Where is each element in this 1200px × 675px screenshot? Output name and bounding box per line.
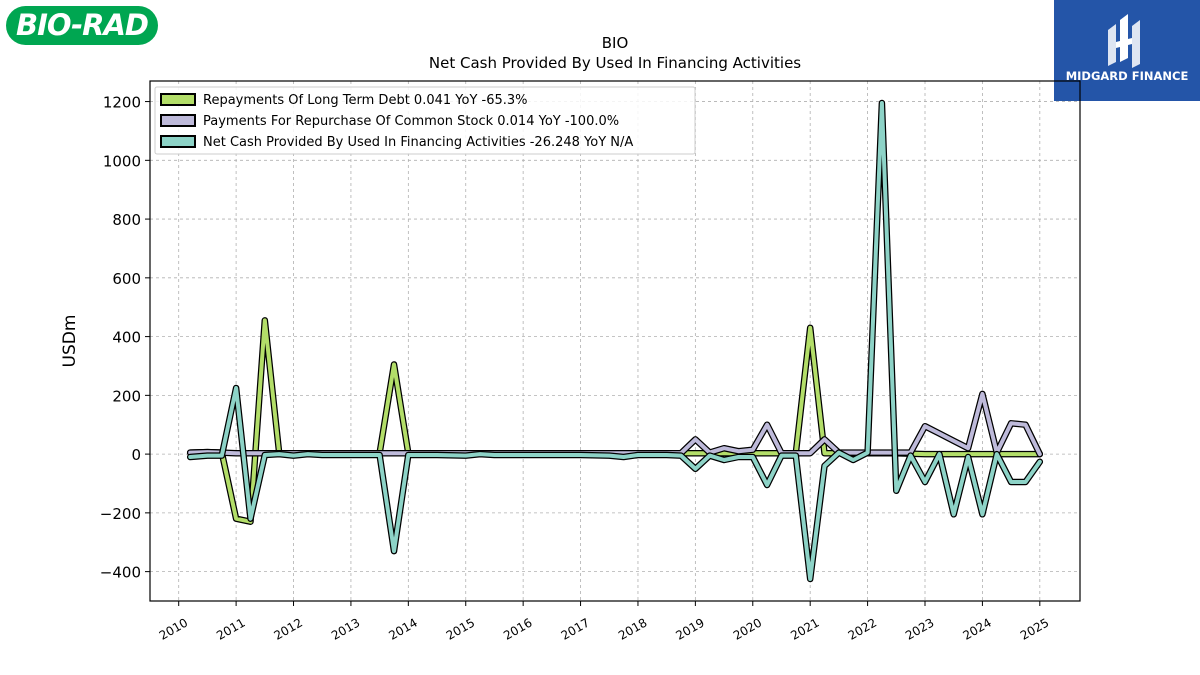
- series-line-outline: [186, 390, 1044, 458]
- midgard-finance-wordmark: MIDGARD FINANCE: [1065, 69, 1189, 83]
- y-tick-label: 0: [131, 446, 141, 464]
- legend-swatch: [160, 135, 196, 148]
- series-line: [188, 318, 1042, 524]
- x-tick-label: 2025: [1018, 615, 1051, 642]
- x-tick-label: 2015: [444, 615, 477, 642]
- x-tick-label: 2010: [157, 615, 190, 642]
- x-tick-label: 2021: [788, 615, 821, 642]
- series-line: [188, 101, 1042, 581]
- x-tick-label: 2011: [214, 615, 247, 642]
- legend-label: Payments For Repurchase Of Common Stock …: [203, 114, 619, 129]
- x-tick-label: 2014: [386, 615, 419, 642]
- bio-rad-logo: BIO-RAD: [6, 6, 158, 45]
- y-tick-label: −400: [100, 564, 141, 582]
- x-tick-label: 2017: [559, 615, 592, 642]
- y-tick-label: 600: [112, 270, 141, 288]
- y-tick-label: 1000: [103, 152, 141, 170]
- chart-subtitle: Net Cash Provided By Used In Financing A…: [429, 54, 801, 72]
- legend-swatch: [160, 93, 196, 106]
- series-line-outline: [186, 317, 1044, 525]
- grid: [150, 81, 1080, 601]
- chart-title: BIO: [602, 34, 629, 52]
- y-axis-label: USDm: [60, 315, 80, 368]
- x-tick-label: 2012: [272, 615, 305, 642]
- midgard-finance-logo: MIDGARD FINANCE: [1054, 0, 1200, 101]
- x-tick-label: 2018: [616, 615, 649, 642]
- x-tick-label: 2024: [960, 615, 993, 642]
- x-tick-label: 2013: [329, 615, 362, 642]
- series-lines: [186, 99, 1044, 583]
- axis-ticks: −400 −200 0 200 400 600 800 1000 1200 2010 2011 201…: [100, 94, 1052, 643]
- legend-box: [154, 86, 696, 155]
- y-tick-label: 400: [112, 329, 141, 347]
- y-tick-label: 1200: [103, 94, 141, 112]
- x-tick-label: 2023: [903, 615, 936, 642]
- series-line-outline: [186, 99, 1044, 583]
- x-tick-label: 2020: [731, 615, 764, 642]
- y-tick-label: −200: [100, 505, 141, 523]
- legend: Repayments Of Long Term Debt 0.041 YoY -…: [154, 86, 696, 155]
- y-tick-label: 200: [112, 387, 141, 405]
- legend-label: Repayments Of Long Term Debt 0.041 YoY -…: [203, 93, 528, 108]
- legend-swatch: [160, 114, 196, 127]
- plot-frame: [149, 80, 1081, 602]
- legend-label: Net Cash Provided By Used In Financing A…: [203, 135, 633, 150]
- x-tick-label: 2016: [501, 615, 534, 642]
- midgard-mark-icon: [1108, 14, 1140, 68]
- y-tick-label: 800: [112, 211, 141, 229]
- x-tick-label: 2022: [846, 615, 879, 642]
- x-tick-label: 2019: [673, 615, 706, 642]
